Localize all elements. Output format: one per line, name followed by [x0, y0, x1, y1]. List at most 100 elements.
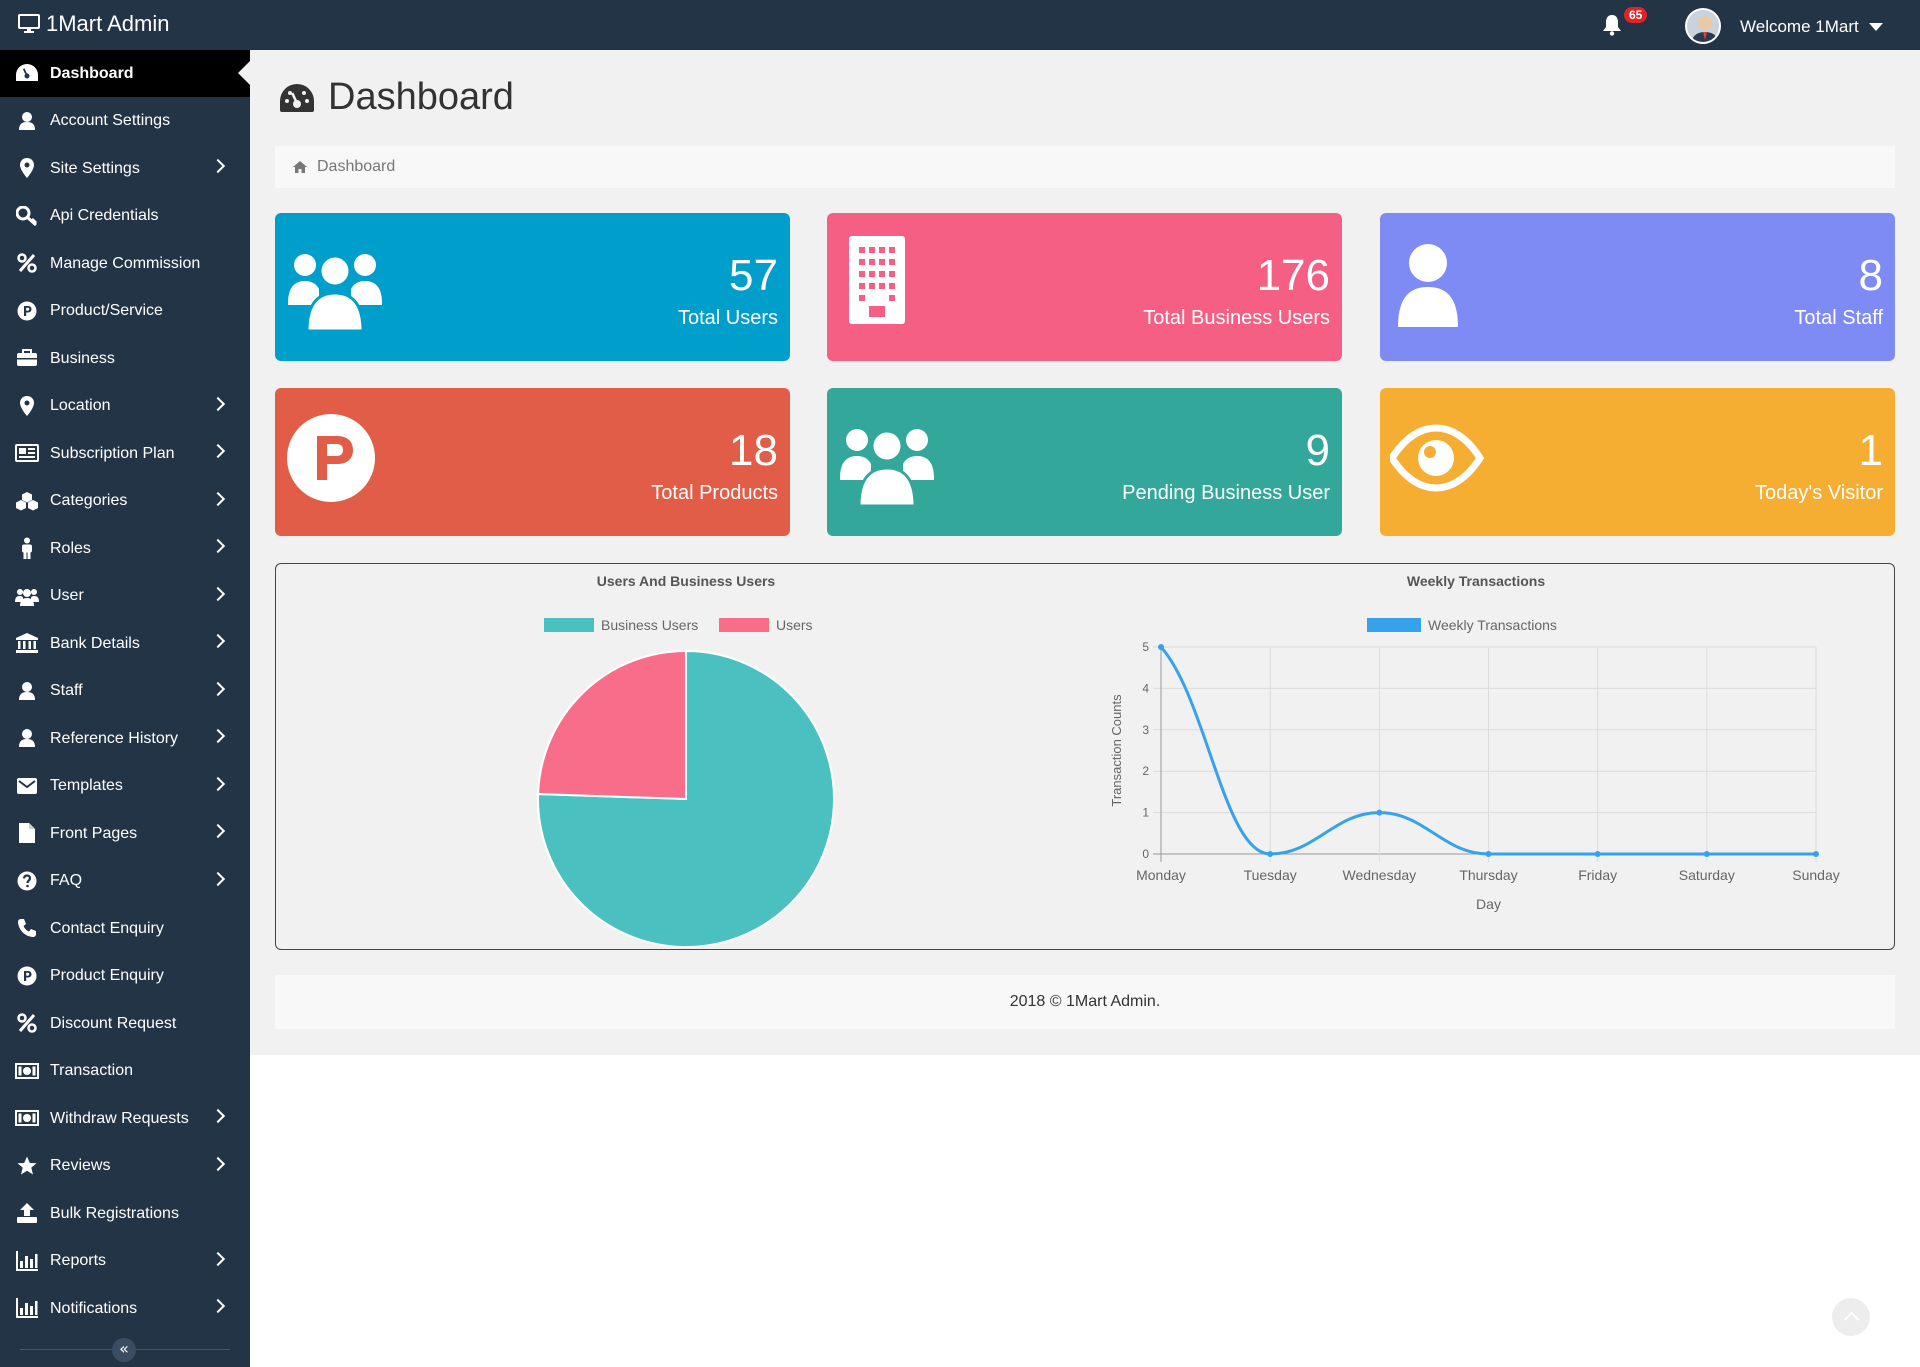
stat-card-todays-visitor[interactable]: 1 Today's Visitor	[1380, 388, 1895, 536]
top-navbar: 1Mart Admin 65 Welcome 1Mart	[0, 0, 1920, 50]
x-tick-label: Friday	[1578, 867, 1617, 883]
sidebar-item-product-service[interactable]: Product/Service	[0, 288, 250, 335]
pie-legend-swatch	[719, 618, 769, 632]
active-indicator	[238, 61, 250, 85]
pie-legend-label: Business Users	[601, 617, 698, 633]
sidebar-item-label: Front Pages	[50, 824, 138, 842]
stat-label: Today's Visitor	[1755, 482, 1883, 504]
sidebar-item-faq[interactable]: FAQ	[0, 858, 250, 905]
stat-label: Pending Business User	[1122, 482, 1330, 504]
chevron-right-icon	[210, 776, 226, 791]
stat-card-total-products[interactable]: 18 Total Products	[275, 388, 790, 536]
sidebar: Notifications Reports Bulk Registrations Re…	[0, 50, 250, 1367]
sidebar-item-api-credentials[interactable]: Api Credentials	[0, 193, 250, 240]
phone-icon	[14, 917, 40, 939]
chevron-right-icon	[210, 1298, 226, 1314]
breadcrumb-item[interactable]: Dashboard	[317, 158, 396, 175]
chevron-right-icon	[210, 443, 226, 459]
sidebar-item-dashboard[interactable]: Dashboard	[0, 50, 250, 97]
x-tick-label: Monday	[1136, 867, 1186, 883]
users-icon	[840, 429, 934, 508]
stat-card-total-staff[interactable]: 8 Total Staff	[1380, 213, 1895, 361]
pie-legend-swatch	[544, 618, 594, 632]
sidebar-item-reviews[interactable]: Reviews	[0, 1143, 250, 1190]
chevron-right-icon	[210, 1251, 226, 1266]
sidebar-item-subscription-plan[interactable]: Subscription Plan	[0, 430, 250, 477]
sidebar-item-site-settings[interactable]: Site Settings	[0, 145, 250, 192]
sidebar-item-manage-commission[interactable]: Manage Commission	[0, 240, 250, 287]
sidebar-item-user[interactable]: User	[0, 573, 250, 620]
y-axis-label: Transaction Counts	[1109, 694, 1124, 807]
data-point	[1267, 851, 1274, 857]
sidebar-item-discount-request[interactable]: Discount Request	[0, 1000, 250, 1047]
sidebar-item-withdraw-requests[interactable]: Withdraw Requests	[0, 1095, 250, 1142]
y-tick-label: 2	[1142, 764, 1149, 778]
sidebar-item-label: Dashboard	[50, 64, 134, 82]
users-icon	[288, 254, 382, 333]
stat-card-total-business-users[interactable]: 176 Total Business Users	[827, 213, 1342, 361]
y-tick-label: 4	[1142, 681, 1149, 695]
product-p-icon	[14, 965, 40, 987]
stat-label: Total Users	[677, 307, 778, 329]
sidebar-item-label: Subscription Plan	[50, 444, 175, 462]
sidebar-item-transaction[interactable]: Transaction	[0, 1048, 250, 1095]
app-title: 1Mart Admin	[46, 11, 170, 36]
sidebar-item-label: Manage Commission	[50, 254, 201, 272]
sidebar-item-roles[interactable]: Roles	[0, 525, 250, 572]
user-icon	[14, 727, 40, 749]
sidebar-item-notifications[interactable]: Notifications	[0, 1285, 250, 1332]
sidebar-item-reports[interactable]: Reports	[0, 1238, 250, 1285]
avatar[interactable]	[1685, 8, 1721, 44]
sidebar-item-staff[interactable]: Staff	[0, 668, 250, 715]
chevron-right-icon	[210, 396, 226, 411]
users-icon	[14, 585, 40, 607]
tachometer-icon	[280, 83, 314, 112]
user-menu-toggle[interactable]: Welcome 1Mart	[1740, 17, 1883, 37]
sidebar-item-label: Contact Enquiry	[50, 919, 164, 937]
sidebar-item-categories[interactable]: Categories	[0, 478, 250, 525]
chevron-right-icon	[210, 1108, 226, 1124]
chevron-right-icon	[210, 1156, 226, 1171]
dashboard-icon	[14, 62, 40, 84]
x-tick-label: Tuesday	[1244, 867, 1297, 883]
sidebar-item-contact-enquiry[interactable]: Contact Enquiry	[0, 905, 250, 952]
series-line-weekly-transactions	[1159, 646, 1816, 856]
sidebar-item-front-pages[interactable]: Front Pages	[0, 810, 250, 857]
sidebar-item-product-enquiry[interactable]: Product Enquiry	[0, 953, 250, 1000]
brand[interactable]: 1Mart Admin	[18, 11, 170, 37]
x-tick-label: Sunday	[1792, 867, 1839, 883]
bank-icon	[14, 632, 40, 654]
scroll-to-top-button[interactable]	[1832, 1298, 1870, 1336]
map-marker-icon	[14, 395, 40, 417]
user-icon	[1398, 244, 1458, 327]
pie-legend-label: Users	[776, 617, 813, 633]
sidebar-item-label: Site Settings	[50, 159, 140, 177]
sidebar-item-bank-details[interactable]: Bank Details	[0, 620, 250, 667]
envelope-icon	[14, 775, 40, 797]
question-icon	[14, 870, 40, 892]
sidebar-item-label: Account Settings	[50, 112, 171, 129]
sidebar-collapse-button[interactable]: «	[112, 1338, 136, 1362]
monitor-icon	[18, 14, 40, 33]
line-legend-swatch	[1367, 618, 1421, 632]
sidebar-item-reference-history[interactable]: Reference History	[0, 715, 250, 762]
stat-label: Total Business Users	[1143, 307, 1330, 329]
stat-card-total-users[interactable]: 57 Total Users	[275, 213, 790, 361]
sidebar-item-location[interactable]: Location	[0, 383, 250, 430]
money-icon	[14, 1060, 40, 1082]
sidebar-item-account-settings[interactable]: Account Settings	[0, 98, 250, 145]
stat-card-pending-business-user[interactable]: 9 Pending Business User	[827, 388, 1342, 536]
data-point	[1703, 851, 1710, 857]
sidebar-item-label: Product/Service	[50, 302, 163, 319]
sidebar-item-bulk-registrations[interactable]: Bulk Registrations	[0, 1190, 250, 1237]
data-point	[1376, 809, 1383, 816]
sidebar-item-business[interactable]: Business	[0, 335, 250, 382]
notifications-button[interactable]	[1602, 14, 1622, 40]
sidebar-item-templates[interactable]: Templates	[0, 763, 250, 810]
chevron-right-icon	[210, 538, 226, 554]
charts-svg: Users And Business Users Business Users Us…	[537, 573, 1840, 948]
line-legend-label: Weekly Transactions	[1428, 617, 1557, 633]
bar-chart-icon	[14, 1297, 40, 1319]
product-p-icon	[14, 300, 40, 322]
footer-text: 2018 © 1Mart Admin.	[1009, 993, 1161, 1010]
